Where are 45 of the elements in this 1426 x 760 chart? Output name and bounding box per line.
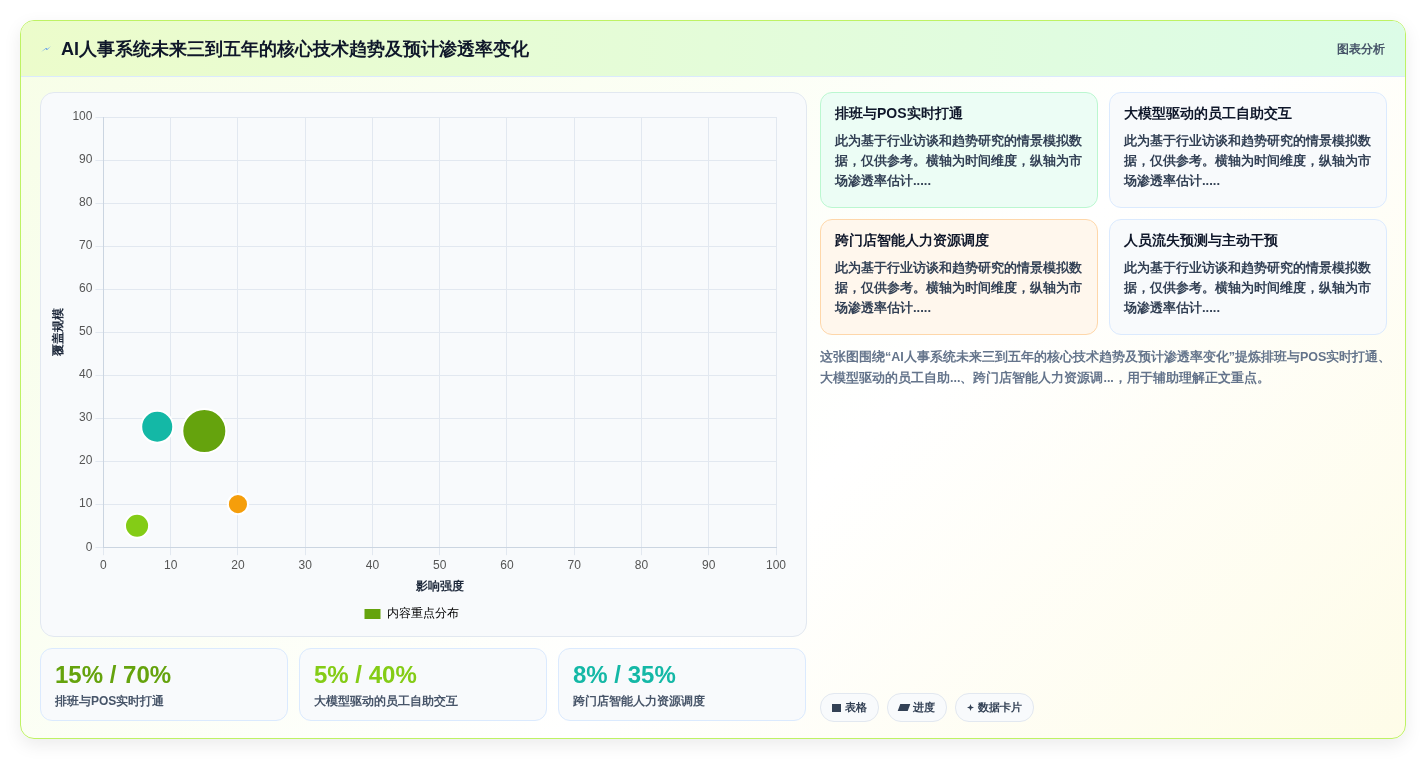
x-tick-label: 80	[634, 557, 649, 572]
text: 此为基于行业访谈和趋势研究的情景模拟数据，仅供参考。横轴为时间维度，纵轴为市场渗透率估计.....	[1124, 259, 1372, 317]
x-tick-label: 100	[765, 557, 787, 572]
text: 大模型驱动的员工自助交互	[1124, 105, 1293, 123]
x-tick-label: 20	[231, 557, 245, 572]
y-tick-label: 60	[79, 281, 93, 296]
x-tick-label: 0	[100, 557, 108, 572]
text: 这张图围绕“AI人事系统未来三到五年的核心技术趋势及预计渗透率变化”提炼排班与POS实时打通、大模型驱动的员工自助...、跨门店智能人力资源调...，用于辅助理解正文重点。	[820, 349, 1393, 387]
y-tick-label: 80	[79, 195, 93, 210]
y-tick-label: 100	[72, 109, 93, 124]
text: 排班与POS实时打通	[835, 105, 964, 123]
text: 8% / 35%	[573, 661, 677, 689]
y-tick-label: 20	[79, 453, 93, 468]
x-tick-label: 90	[702, 557, 716, 572]
x-tick-label: 70	[567, 557, 582, 572]
y-tick-label: 30	[79, 410, 93, 425]
y-tick-label: 90	[79, 152, 93, 167]
legend-label: 内容重点分布	[386, 606, 459, 621]
text: 图表分析	[1337, 42, 1385, 56]
text: 进度	[913, 700, 935, 715]
x-tick-label: 60	[500, 557, 514, 572]
text: 数据卡片	[978, 700, 1022, 715]
y-tick-label: 50	[79, 324, 93, 339]
text: 表格	[845, 700, 867, 715]
y-axis-title: 覆盖规模	[50, 308, 65, 358]
x-axis-title: 影响强度	[414, 579, 464, 594]
text: 人员流失预测与主动干预	[1124, 232, 1279, 250]
x-tick-label: 10	[164, 557, 178, 572]
text: 跨门店智能人力资源调度	[835, 232, 990, 250]
text: 15% / 70%	[55, 661, 173, 689]
text: 此为基于行业访谈和趋势研究的情景模拟数据，仅供参考。横轴为时间维度，纵轴为市场渗透率估计.....	[835, 259, 1083, 317]
y-tick-label: 70	[79, 238, 93, 253]
text: 排班与POS实时打通	[55, 693, 166, 710]
chart-title: AI人事系统未来三到五年的核心技术趋势及预计渗透率变化	[61, 37, 529, 61]
x-tick-label: 50	[433, 557, 447, 572]
x-tick-label: 30	[298, 557, 313, 572]
text: 跨门店智能人力资源调度	[573, 693, 706, 710]
text: 5% / 40%	[314, 661, 418, 689]
x-tick-label: 40	[365, 557, 380, 572]
y-tick-label: 0	[85, 539, 93, 554]
y-tick-label: 10	[79, 496, 93, 511]
text: 此为基于行业访谈和趋势研究的情景模拟数据，仅供参考。横轴为时间维度，纵轴为市场渗透率估计.....	[1124, 132, 1372, 190]
y-tick-label: 40	[79, 367, 93, 382]
text: 此为基于行业访谈和趋势研究的情景模拟数据，仅供参考。横轴为时间维度，纵轴为市场渗透率估计.....	[835, 132, 1083, 190]
text: 大模型驱动的员工自助交互	[314, 693, 459, 710]
